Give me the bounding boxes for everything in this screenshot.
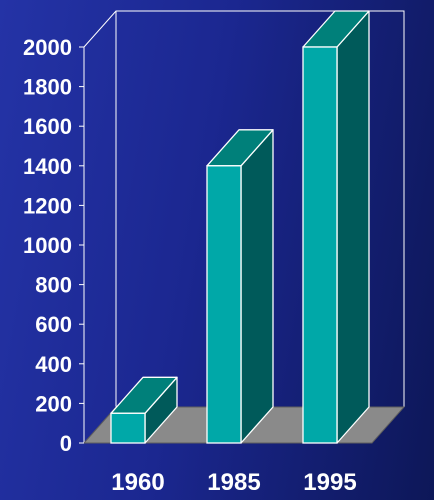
bar-front-face	[206, 165, 242, 444]
bar-1985	[206, 129, 274, 444]
y-axis-tick-labels: 0 200 400 600 800 1000 1200 1400 1600 1800 2000	[23, 35, 84, 456]
y-tick-label: 1400	[23, 154, 72, 179]
y-tick-label: 1200	[23, 193, 72, 218]
x-tick-label: 1995	[303, 469, 356, 496]
bar-1960	[110, 376, 178, 444]
y-tick-label: 1000	[23, 233, 72, 258]
bar-side-face	[336, 10, 370, 444]
x-axis-tick-labels: 1960 1985 1995	[111, 469, 356, 496]
bar-front-face	[302, 46, 338, 444]
bar-front-face	[110, 412, 146, 444]
y-tick-label: 800	[35, 273, 72, 298]
bar-series	[110, 10, 370, 444]
y-tick-label: 600	[35, 312, 72, 337]
chart-frame-top-edge	[83, 10, 405, 407]
y-tick-label: 1800	[23, 75, 72, 100]
y-tick-label: 400	[35, 352, 72, 377]
bar-side-face	[240, 129, 274, 444]
bar-1995	[302, 10, 370, 444]
x-tick-label: 1960	[111, 469, 164, 496]
y-tick-label: 200	[35, 391, 72, 416]
y-tick-label: 0	[60, 431, 72, 456]
y-tick-label: 2000	[23, 35, 72, 60]
x-tick-label: 1985	[207, 469, 260, 496]
y-tick-label: 1600	[23, 114, 72, 139]
